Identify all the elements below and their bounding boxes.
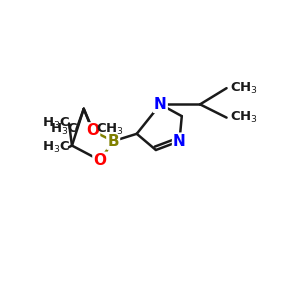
Text: B: B (107, 134, 119, 149)
Text: H$_3$C: H$_3$C (42, 116, 70, 131)
Text: N: N (154, 97, 167, 112)
Text: H$_3$C: H$_3$C (50, 122, 78, 137)
Text: CH$_3$: CH$_3$ (230, 81, 258, 96)
Text: H$_3$C: H$_3$C (42, 140, 70, 154)
Text: CH$_3$: CH$_3$ (95, 122, 124, 137)
Text: O: O (93, 153, 106, 168)
Text: CH$_3$: CH$_3$ (230, 110, 258, 125)
Text: N: N (173, 134, 186, 149)
Text: O: O (86, 123, 99, 138)
